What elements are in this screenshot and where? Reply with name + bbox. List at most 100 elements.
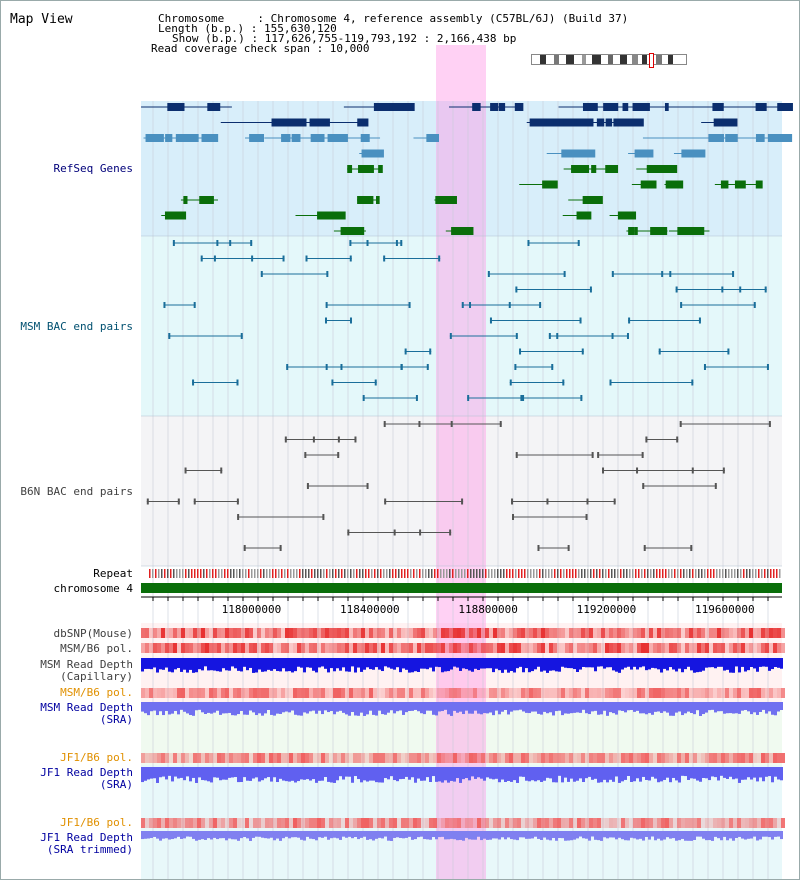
gene-exon <box>430 134 439 142</box>
msm-b6-pol-cell <box>509 643 513 653</box>
b6n-bac-pair-end <box>304 452 307 458</box>
jf1-depth-trim-bar <box>267 831 270 839</box>
repeat-mark <box>644 569 646 578</box>
msm-b6-pol-sra-cell <box>201 688 205 698</box>
jf1-depth-sra-bar <box>768 767 771 777</box>
msm-b6-pol-sra-cell <box>757 688 761 698</box>
msm-bac-pair-end <box>766 364 769 370</box>
jf1-b6-pol-trim-cell <box>345 818 349 828</box>
jf1-b6-pol-cell <box>489 753 493 763</box>
jf1-b6-pol-cell <box>233 753 237 763</box>
msm-depth-cap-bar <box>603 658 606 669</box>
repeat-mark <box>476 569 478 578</box>
msm-depth-sra-bar <box>381 702 384 715</box>
msm-b6-pol-cell <box>161 643 165 653</box>
ideogram-position-marker[interactable] <box>649 53 654 68</box>
gene-exon <box>199 196 204 204</box>
jf1-b6-pol-cell <box>673 753 677 763</box>
jf1-b6-pol-cell <box>629 753 633 763</box>
jf1-depth-trim-bar <box>741 831 744 839</box>
msm-depth-cap-bar <box>216 658 219 672</box>
msm-depth-sra-bar <box>159 702 162 712</box>
jf1-depth-trim-bar <box>489 831 492 840</box>
msm-depth-sra-bar <box>417 702 420 712</box>
jf1-depth-sra-bar <box>198 767 201 778</box>
msm-depth-sra-bar <box>576 702 579 713</box>
jf1-b6-pol-cell <box>473 753 477 763</box>
jf1-b6-pol-cell <box>649 753 653 763</box>
repeat-mark <box>284 569 286 578</box>
jf1-depth-trim-bar <box>729 831 732 839</box>
dbsnp-density-cell <box>457 628 461 638</box>
gene-exon <box>626 118 644 127</box>
jf1-depth-sra-bar <box>435 767 438 782</box>
jf1-depth-trim-bar <box>639 831 642 839</box>
gene-exon <box>328 211 345 220</box>
jf1-depth-trim-bar <box>276 831 279 839</box>
msm-depth-cap-bar <box>330 658 333 669</box>
repeat-mark <box>695 569 697 578</box>
msm-depth-cap-bar <box>618 658 621 673</box>
jf1-depth-trim-bar <box>630 831 633 838</box>
msm-bac-pair-end <box>515 286 518 293</box>
msm-b6-pol-cell <box>581 643 585 653</box>
repeat-mark <box>437 569 439 578</box>
msm-bac-pair-end <box>509 379 512 386</box>
dbsnp-density-cell <box>193 628 197 638</box>
jf1-b6-pol-trim-cell <box>425 818 429 828</box>
jf1-b6-pol-trim-cell <box>653 818 657 828</box>
msm-depth-sra-bar <box>531 702 534 712</box>
msm-depth-sra-bar <box>546 702 549 714</box>
msm-b6-pol-sra-cell <box>493 688 497 698</box>
jf1-depth-sra-bar <box>282 767 285 781</box>
jf1-b6-pol-cell <box>741 753 745 763</box>
b6n-bac-pair-end <box>676 436 679 443</box>
jf1-depth-trim-bar <box>480 831 483 841</box>
jf1-b6-pol-trim-cell <box>449 818 453 828</box>
msm-b6-pol-cell <box>529 643 533 653</box>
gene-exon <box>357 118 369 127</box>
repeat-mark <box>221 569 223 578</box>
track-label-msm-depth-cap: MSM Read Depth (Capillary) <box>40 658 133 683</box>
msm-bac-pair-end <box>551 364 554 370</box>
jf1-depth-sra-bar <box>504 767 507 783</box>
dbsnp-density-cell <box>145 628 149 638</box>
repeat-mark <box>209 569 211 578</box>
dbsnp-density-cell <box>573 628 577 638</box>
msm-bac-pair-end <box>240 333 243 339</box>
jf1-depth-sra-bar <box>657 767 660 783</box>
jf1-depth-sra-bar <box>312 767 315 780</box>
jf1-b6-pol-trim-cell <box>605 818 609 828</box>
jf1-depth-trim-bar <box>564 831 567 841</box>
gene-exon <box>708 134 724 142</box>
jf1-depth-sra-bar <box>447 767 450 783</box>
repeat-mark <box>206 569 208 578</box>
msm-depth-cap-bar <box>753 658 756 669</box>
jf1-depth-sra-bar <box>573 767 576 782</box>
msm-b6-pol-cell <box>173 643 177 653</box>
b6n-bac-pair-end <box>306 483 309 489</box>
msm-b6-pol-sra-cell <box>161 688 165 698</box>
dbsnp-density-cell <box>377 628 381 638</box>
msm-depth-cap-bar <box>279 658 282 672</box>
msm-b6-pol-sra-cell <box>621 688 625 698</box>
dbsnp-density-cell <box>201 628 205 638</box>
dbsnp-density-cell <box>289 628 293 638</box>
msm-depth-cap-bar <box>159 658 162 670</box>
msm-depth-sra-bar <box>666 702 669 713</box>
msm-bac-pair-end <box>680 302 683 308</box>
repeat-mark <box>521 569 523 578</box>
msm-depth-cap-bar <box>633 658 636 667</box>
msm-b6-pol-cell <box>393 643 397 653</box>
jf1-b6-pol-cell <box>225 753 229 763</box>
jf1-depth-trim-bar <box>528 831 531 839</box>
jf1-b6-pol-trim-cell <box>413 818 417 828</box>
msm-depth-cap-bar <box>150 658 153 670</box>
chromosome-ideogram[interactable] <box>531 53 687 68</box>
msm-bac-pair-end <box>172 240 175 246</box>
msm-depth-cap-bar <box>201 658 204 671</box>
gene-exon <box>685 149 692 158</box>
jf1-depth-trim-bar <box>366 831 369 840</box>
